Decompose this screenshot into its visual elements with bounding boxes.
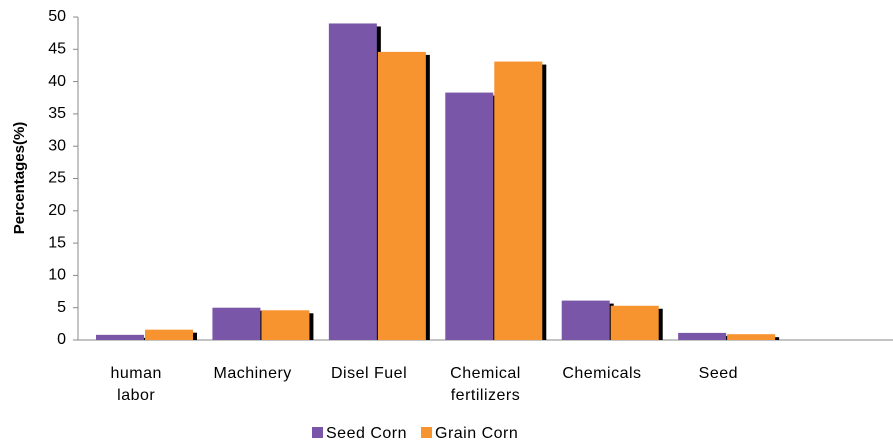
x-tick-label: Seed [698, 365, 739, 382]
y-tick-label: 25 [48, 170, 66, 187]
bar [377, 51, 426, 340]
legend-label: Grain Corn [435, 425, 518, 442]
y-tick-label: 40 [48, 73, 66, 90]
bar [145, 329, 193, 340]
bar [610, 305, 659, 340]
y-tick-label: 0 [57, 331, 66, 348]
y-tick-label: 10 [48, 267, 66, 284]
x-tick-label: Chemicals [562, 365, 642, 382]
bar [261, 310, 310, 340]
legend-label: Seed Corn [326, 425, 407, 442]
y-tick-label: 45 [48, 41, 66, 58]
bar [96, 334, 144, 340]
y-axis-title: Percentages(%) [11, 122, 28, 235]
y-tick-label: 30 [48, 137, 66, 154]
x-tick-label: Machinery [213, 365, 292, 382]
y-tick-label: 20 [48, 202, 66, 219]
y-tick-label: 15 [48, 234, 66, 251]
legend-swatch [312, 427, 323, 438]
y-tick-label: 50 [48, 8, 66, 25]
x-tick-label: Disel Fuel [330, 365, 408, 382]
y-tick-label: 5 [57, 299, 66, 316]
bar [678, 332, 727, 340]
bar [445, 92, 494, 340]
x-tick-label: Chemical fertilizers [450, 365, 521, 404]
bar [494, 61, 543, 340]
y-tick-label: 35 [48, 105, 66, 122]
x-tick-label: human labor [110, 365, 162, 404]
bar [328, 23, 377, 341]
legend-swatch [421, 427, 432, 438]
bar [727, 334, 776, 340]
bar [561, 300, 610, 340]
bar [212, 307, 261, 340]
